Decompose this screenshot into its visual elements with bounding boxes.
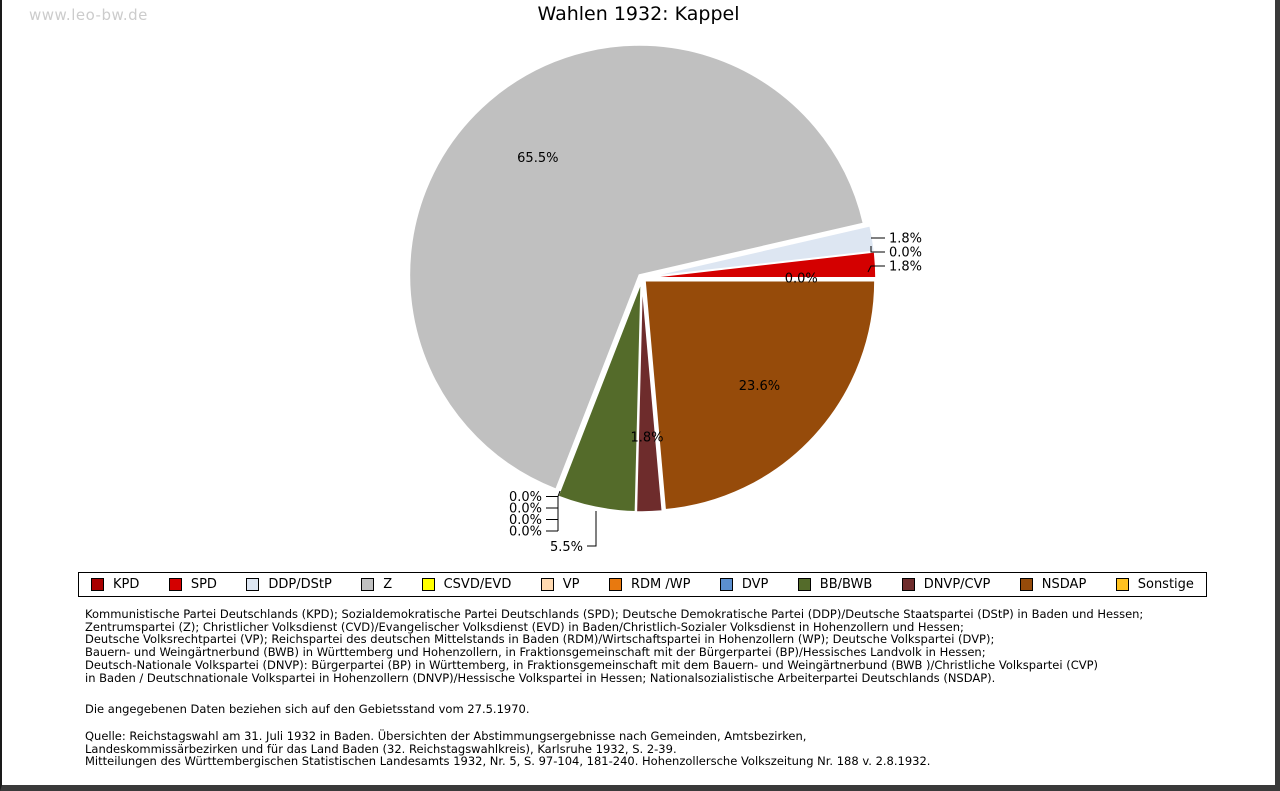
quelle-line-3: Mitteilungen des Württembergischen Stati… bbox=[85, 754, 931, 769]
party-description: Kommunistische Partei Deutschlands (KPD)… bbox=[85, 608, 1215, 684]
legend-label-dnvp-cvp: DNVP/CVP bbox=[923, 577, 991, 592]
legend-label-rdm-wp: RDM /WP bbox=[630, 577, 691, 592]
legend-swatch-dnvp-cvp bbox=[901, 578, 915, 591]
legend-item-bb-bwb: BB/BWB bbox=[797, 577, 873, 592]
pie-label-bb-bwb: 5.5% bbox=[550, 540, 583, 555]
legend-swatch-nsdap bbox=[1019, 578, 1033, 591]
gebietsstand-note: Die angegebenen Daten beziehen sich auf … bbox=[85, 703, 1215, 716]
legend-label-spd: SPD bbox=[190, 577, 217, 592]
pie-label-dvp: 0.0% bbox=[509, 525, 542, 540]
legend-item-rdm-wp: RDM /WP bbox=[608, 577, 691, 592]
legend-label-csvd-evd: CSVD/EVD bbox=[443, 577, 512, 592]
quelle-line-2: Landeskommissärbezirken und für das Land… bbox=[85, 741, 677, 756]
legend-swatch-dvp bbox=[719, 578, 733, 591]
legend-swatch-ddp-dstp bbox=[246, 578, 260, 591]
pie-chart: 0.0%1.8%1.8%65.5%0.0%0.0%0.0%0.0%5.5%1.8… bbox=[408, 44, 922, 555]
legend-swatch-kpd bbox=[91, 578, 104, 591]
legend-label-vp: VP bbox=[562, 577, 580, 592]
legend-item-ddp-dstp: DDP/DStP bbox=[246, 577, 332, 592]
legend-item-sonstige: Sonstige bbox=[1115, 577, 1194, 592]
party-description-line-1: Kommunistische Partei Deutschlands (KPD)… bbox=[85, 607, 1144, 621]
legend-item-z: Z bbox=[361, 577, 392, 592]
legend-item-dnvp-cvp: DNVP/CVP bbox=[901, 577, 991, 592]
legend-label-z: Z bbox=[383, 577, 393, 592]
pie-label-ddp-dstp: 1.8% bbox=[889, 232, 922, 247]
watermark: www.leo-bw.de bbox=[29, 6, 148, 24]
pie-slice-dnvp-cvp bbox=[635, 281, 664, 513]
pie-leader-spd bbox=[867, 265, 885, 273]
pie-label-dnvp-cvp: 1.8% bbox=[630, 431, 663, 446]
party-description-line-6: in Baden / Deutschnationale Volkspartei … bbox=[85, 670, 996, 685]
quelle-note: Quelle: Reichstagswahl am 31. Juli 1932 … bbox=[85, 730, 1215, 768]
party-description-line-3: Deutsche Volksrechtpartei (VP); Reichspa… bbox=[85, 632, 995, 647]
legend-label-nsdap: NSDAP bbox=[1041, 577, 1087, 592]
chart-title: Wahlen 1932: Kappel bbox=[537, 3, 740, 25]
party-description-line-4: Bauern- und Weingärtnerbund (BWB) in Wür… bbox=[85, 645, 986, 660]
party-description-line-5: Deutsch-Nationale Volkspartei (DNVP): Bü… bbox=[85, 657, 1099, 672]
pie-label-csvd-evd: 0.0% bbox=[509, 490, 542, 505]
legend-label-kpd: KPD bbox=[113, 577, 140, 592]
pie-leader-sonstige bbox=[870, 246, 885, 253]
legend-swatch-bb-bwb bbox=[797, 578, 811, 591]
legend-item-vp: VP bbox=[540, 577, 580, 592]
legend-swatch-z bbox=[361, 578, 375, 591]
legend-label-dvp: DVP bbox=[741, 577, 769, 592]
legend-label-bb-bwb: BB/BWB bbox=[819, 577, 873, 592]
legend-swatch-rdm-wp bbox=[608, 578, 622, 591]
pie-label-kpd: 0.0% bbox=[785, 272, 818, 287]
pie-label-rdm-wp: 0.0% bbox=[509, 513, 542, 528]
party-description-line-2: Zentrumspartei (Z); Christlicher Volksdi… bbox=[85, 619, 964, 634]
pie-label-sonstige: 0.0% bbox=[889, 246, 922, 261]
pie-label-vp: 0.0% bbox=[509, 502, 542, 517]
legend-swatch-csvd-evd bbox=[421, 578, 435, 591]
legend-item-nsdap: NSDAP bbox=[1019, 577, 1087, 592]
pie-label-z: 65.5% bbox=[517, 151, 558, 166]
pie-slice-z bbox=[408, 44, 865, 491]
legend-item-kpd: KPD bbox=[91, 577, 139, 592]
party-legend: KPD SPD DDP/DStP Z CSVD/EVD VP RDM /WP DVP BB/BW… bbox=[78, 572, 1207, 597]
pie-leader-bb-bwb bbox=[587, 511, 597, 547]
legend-label-sonstige: Sonstige bbox=[1137, 577, 1194, 592]
quelle-line-1: Quelle: Reichstagswahl am 31. Juli 1932 … bbox=[85, 729, 807, 743]
legend-swatch-spd bbox=[168, 578, 182, 591]
legend-label-ddp-dstp: DDP/DStP bbox=[268, 577, 332, 592]
pie-slice-nsdap bbox=[644, 279, 876, 511]
legend-swatch-vp bbox=[540, 578, 554, 591]
legend-item-spd: SPD bbox=[168, 577, 217, 592]
pie-label-nsdap: 23.6% bbox=[739, 379, 780, 394]
legend-item-csvd-evd: CSVD/EVD bbox=[421, 577, 512, 592]
legend-swatch-sonstige bbox=[1115, 578, 1129, 591]
legend-item-dvp: DVP bbox=[719, 577, 769, 592]
pie-label-spd: 1.8% bbox=[889, 260, 922, 275]
gebietsstand-line-1: Die angegebenen Daten beziehen sich auf … bbox=[85, 702, 530, 716]
pie-leader-bracket-hook bbox=[557, 490, 561, 497]
